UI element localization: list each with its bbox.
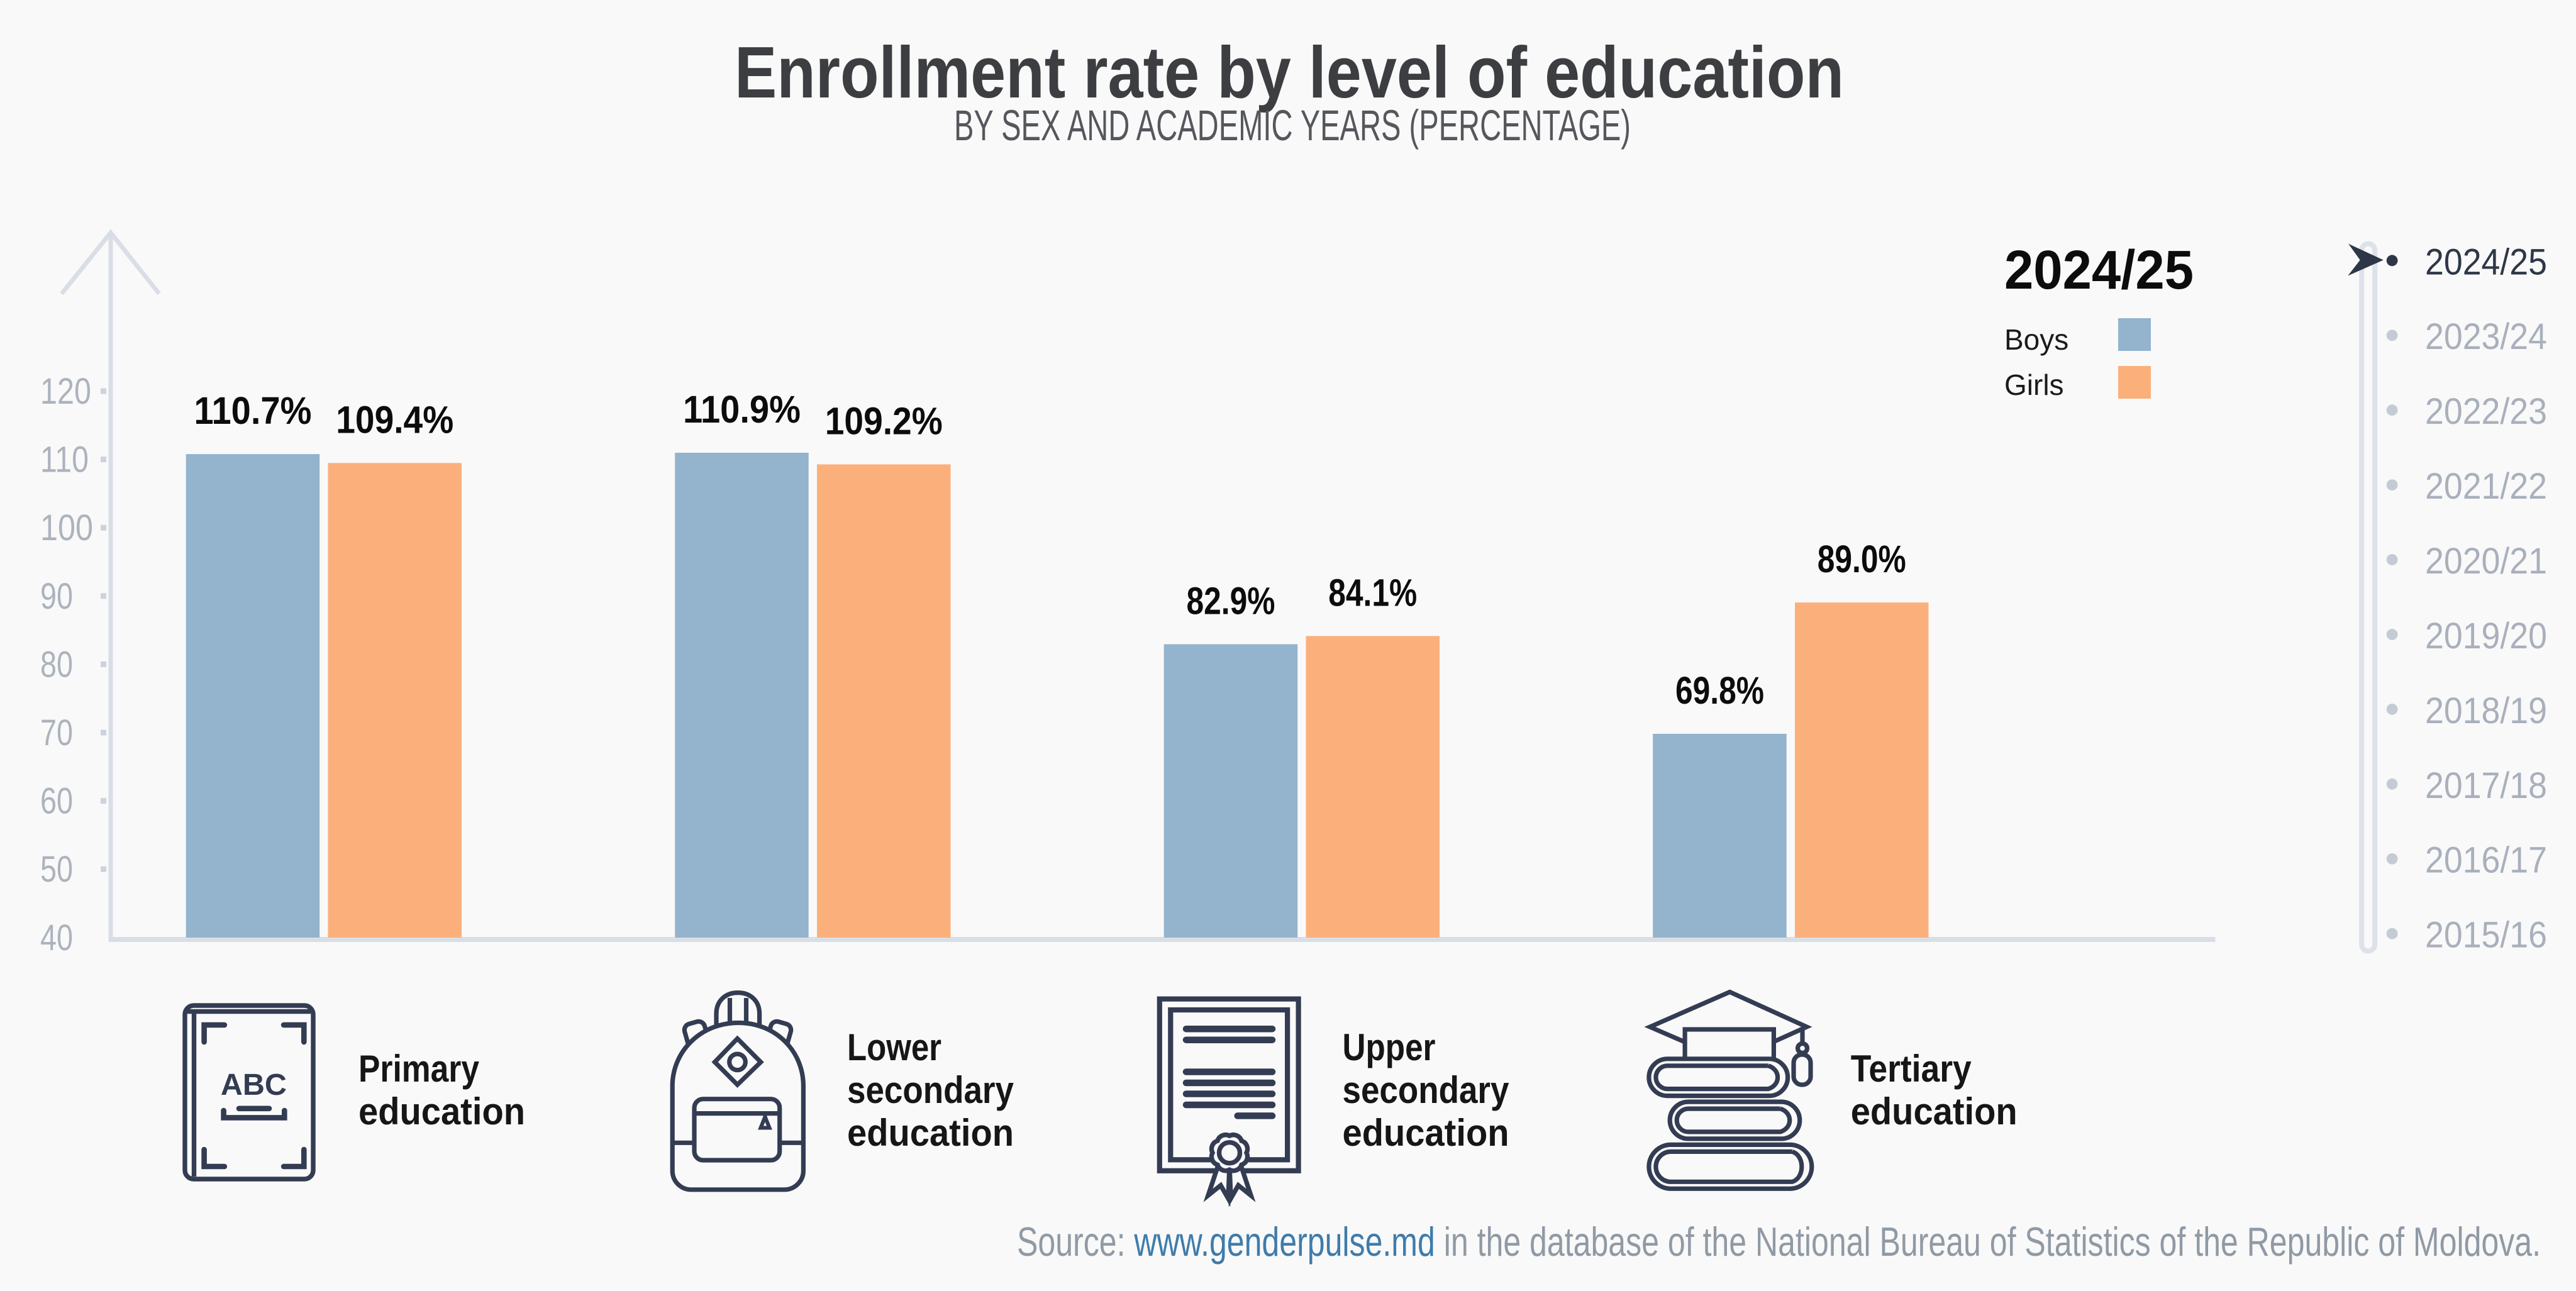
svg-text:2020/21: 2020/21 (2425, 541, 2547, 582)
svg-text:50: 50 (40, 849, 73, 890)
svg-text:Lower: Lower (847, 1026, 941, 1068)
svg-text:84.1%: 84.1% (1328, 571, 1417, 614)
svg-text:secondary: secondary (847, 1069, 1014, 1111)
svg-text:110: 110 (40, 440, 89, 480)
svg-text:Tertiary: Tertiary (1851, 1048, 1972, 1090)
svg-text:Girls: Girls (2004, 368, 2064, 401)
svg-text:2019/20: 2019/20 (2425, 616, 2547, 657)
svg-text:2017/18: 2017/18 (2425, 765, 2547, 806)
svg-text:82.9%: 82.9% (1186, 579, 1275, 622)
svg-text:2018/19: 2018/19 (2425, 690, 2547, 731)
svg-text:2015/16: 2015/16 (2425, 915, 2547, 956)
svg-text:89.0%: 89.0% (1818, 538, 1906, 580)
svg-text:60: 60 (40, 781, 73, 822)
svg-text:70: 70 (40, 712, 73, 753)
svg-text:120: 120 (40, 371, 91, 412)
svg-text:2022/23: 2022/23 (2425, 391, 2547, 432)
svg-text:education: education (1851, 1090, 2018, 1133)
svg-text:Primary: Primary (358, 1048, 480, 1090)
svg-text:40: 40 (40, 917, 73, 958)
svg-text:education: education (1343, 1112, 1509, 1154)
svg-text:2024/25: 2024/25 (2004, 240, 2194, 301)
svg-text:110.7%: 110.7% (194, 389, 311, 432)
svg-text:education: education (847, 1112, 1014, 1154)
svg-text:2016/17: 2016/17 (2425, 840, 2547, 881)
svg-text:education: education (358, 1090, 525, 1133)
svg-text:2023/24: 2023/24 (2425, 316, 2547, 357)
svg-text:Source: www.genderpulse.md in: Source: www.genderpulse.md in the databa… (1017, 1219, 2541, 1265)
svg-text:109.4%: 109.4% (336, 398, 453, 441)
svg-text:Upper: Upper (1343, 1026, 1436, 1068)
svg-text:80: 80 (40, 644, 73, 685)
svg-text:2021/22: 2021/22 (2425, 466, 2547, 507)
svg-text:Boys: Boys (2004, 323, 2068, 356)
svg-text:Enrollment rate by level of ed: Enrollment rate by level of education (735, 31, 1844, 113)
svg-text:BY SEX AND ACADEMIC YEARS (PER: BY SEX AND ACADEMIC YEARS (PERCENTAGE) (954, 101, 1631, 150)
svg-text:100: 100 (40, 507, 93, 548)
svg-text:secondary: secondary (1343, 1069, 1510, 1111)
svg-text:69.8%: 69.8% (1675, 669, 1764, 712)
svg-text:2024/25: 2024/25 (2425, 241, 2547, 282)
svg-text:ABC: ABC (221, 1068, 287, 1102)
svg-text:109.2%: 109.2% (825, 399, 943, 442)
svg-text:110.9%: 110.9% (683, 388, 801, 431)
svg-text:90: 90 (40, 576, 73, 617)
